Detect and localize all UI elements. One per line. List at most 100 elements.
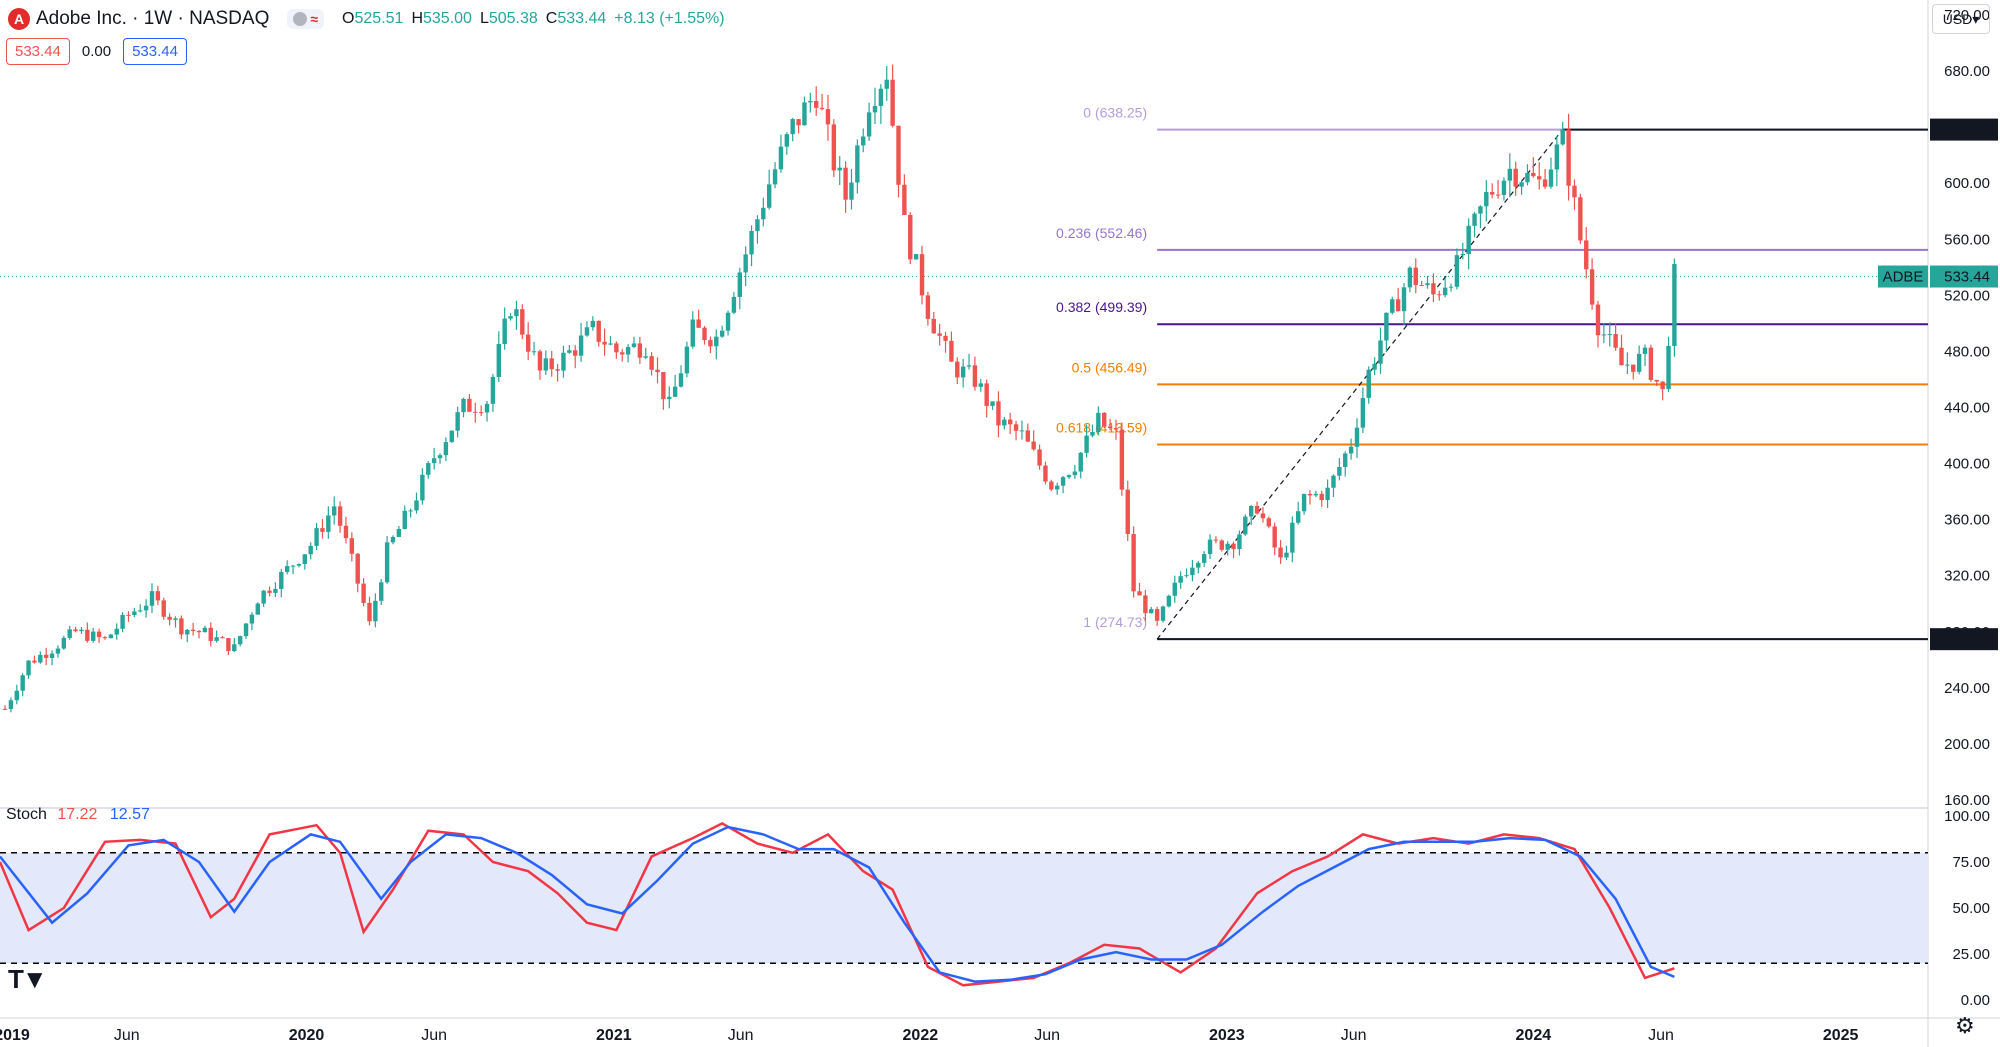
candle-body — [831, 124, 837, 171]
candle-body — [972, 365, 978, 387]
candle-body — [49, 653, 55, 658]
candle-body — [567, 350, 572, 353]
candle-body — [1566, 129, 1571, 186]
candle-body — [1243, 516, 1248, 535]
tradingview-logo-icon[interactable]: T▼ — [8, 964, 48, 994]
candle-body — [449, 430, 454, 443]
symbol-title[interactable]: Adobe Inc. · 1W · NASDAQ — [36, 8, 270, 29]
candle-body — [1013, 424, 1019, 431]
candle-body — [1378, 340, 1383, 364]
candle-body — [1660, 381, 1665, 390]
candle-body — [332, 506, 337, 516]
candle-body — [138, 610, 143, 612]
candle-body — [32, 660, 37, 663]
candle-body — [1049, 481, 1054, 490]
price-tick-label: 480.00 — [1944, 343, 1990, 360]
candle-body — [120, 614, 125, 629]
candle-body — [220, 637, 225, 639]
candle-body — [825, 109, 831, 125]
currency-button[interactable]: USD ▾ — [1932, 4, 1990, 34]
time-tick-label: 2022 — [903, 1027, 939, 1044]
candle-body — [960, 366, 966, 378]
candle-body — [1648, 347, 1654, 380]
time-tick-label: 2021 — [596, 1027, 632, 1044]
candle-body — [996, 401, 1001, 426]
candle-body — [1055, 485, 1060, 490]
candle-body — [455, 412, 460, 431]
candle-body — [672, 386, 678, 397]
candle-body — [343, 525, 349, 539]
candle-body — [643, 356, 648, 358]
price-tick-label: 360.00 — [1944, 512, 1990, 529]
candle-body — [43, 654, 49, 658]
candle-body — [784, 134, 790, 147]
candle-body — [61, 637, 67, 649]
candle-body — [1390, 299, 1395, 313]
candle-body — [1572, 185, 1577, 198]
candle-body — [531, 351, 537, 353]
time-tick-label: Jun — [728, 1027, 754, 1044]
candle-body — [1607, 334, 1612, 336]
candle-body — [1231, 543, 1236, 550]
stoch-name[interactable]: Stoch — [6, 806, 47, 823]
candle-body — [38, 654, 43, 663]
fib-level-label: 0.236 (552.46) — [1056, 225, 1147, 241]
candle-body — [1154, 609, 1160, 621]
stoch-tick-label: 75.00 — [1952, 854, 1990, 871]
fib-level-label: 0 (638.25) — [1083, 105, 1147, 121]
candle-body — [337, 506, 343, 526]
candle-body — [1031, 441, 1036, 450]
candle-body — [243, 623, 249, 637]
candle-body — [761, 207, 766, 220]
candle-body — [1225, 543, 1230, 550]
fib-level-label: 0.618 (413.59) — [1056, 420, 1147, 436]
candle-body — [678, 373, 684, 387]
candle-body — [808, 100, 813, 103]
ask-price-box[interactable]: 533.44 — [123, 38, 187, 65]
candle-body — [1137, 591, 1142, 596]
wave-icon[interactable]: ≈ — [310, 11, 319, 27]
candle-body — [925, 295, 931, 319]
candle-body — [1384, 312, 1389, 341]
candle-body — [502, 318, 507, 345]
candle-body — [414, 500, 419, 511]
change-value: +8.13 (+1.55%) — [614, 10, 725, 27]
anchor-price-badge: 274.73 — [1944, 631, 1990, 648]
candle-body — [431, 458, 437, 464]
time-tick-label: Jun — [1648, 1027, 1674, 1044]
candle-body — [179, 618, 184, 635]
candle-body — [379, 582, 384, 601]
indicator-toggle-pill[interactable]: ≈ — [287, 9, 325, 29]
candle-body — [1307, 493, 1313, 496]
candle-body — [766, 184, 772, 208]
fib-anchor-line — [1156, 129, 1564, 640]
stoch-d-line — [0, 825, 1675, 983]
candle-body — [1395, 299, 1401, 312]
candle-body — [955, 361, 960, 378]
candle-body — [237, 636, 243, 645]
candle-body — [79, 629, 84, 632]
time-tick-label: 2023 — [1209, 1027, 1245, 1044]
candle-body — [1131, 534, 1136, 592]
candle-body — [1442, 287, 1448, 296]
candle-body — [990, 401, 995, 406]
candle-body — [355, 553, 360, 584]
candle-body — [1666, 345, 1671, 390]
visibility-dot-icon[interactable] — [293, 12, 308, 26]
candle-body — [772, 169, 778, 185]
candle-body — [573, 350, 578, 356]
anchor-price-badge-bg — [1930, 118, 1998, 141]
price-tick-label: 240.00 — [1944, 680, 1990, 697]
gear-icon[interactable]: ⚙ — [1955, 1013, 1975, 1038]
candle-body — [1207, 539, 1213, 555]
candle-body — [684, 346, 690, 374]
candle-body — [1619, 347, 1624, 366]
candle-body — [1613, 334, 1618, 348]
candle-body — [55, 648, 61, 654]
open-label: O — [342, 10, 355, 27]
candle-body — [1542, 179, 1548, 187]
candle-body — [1672, 263, 1677, 346]
bid-price-box[interactable]: 533.44 — [6, 38, 70, 65]
candle-body — [837, 167, 842, 171]
